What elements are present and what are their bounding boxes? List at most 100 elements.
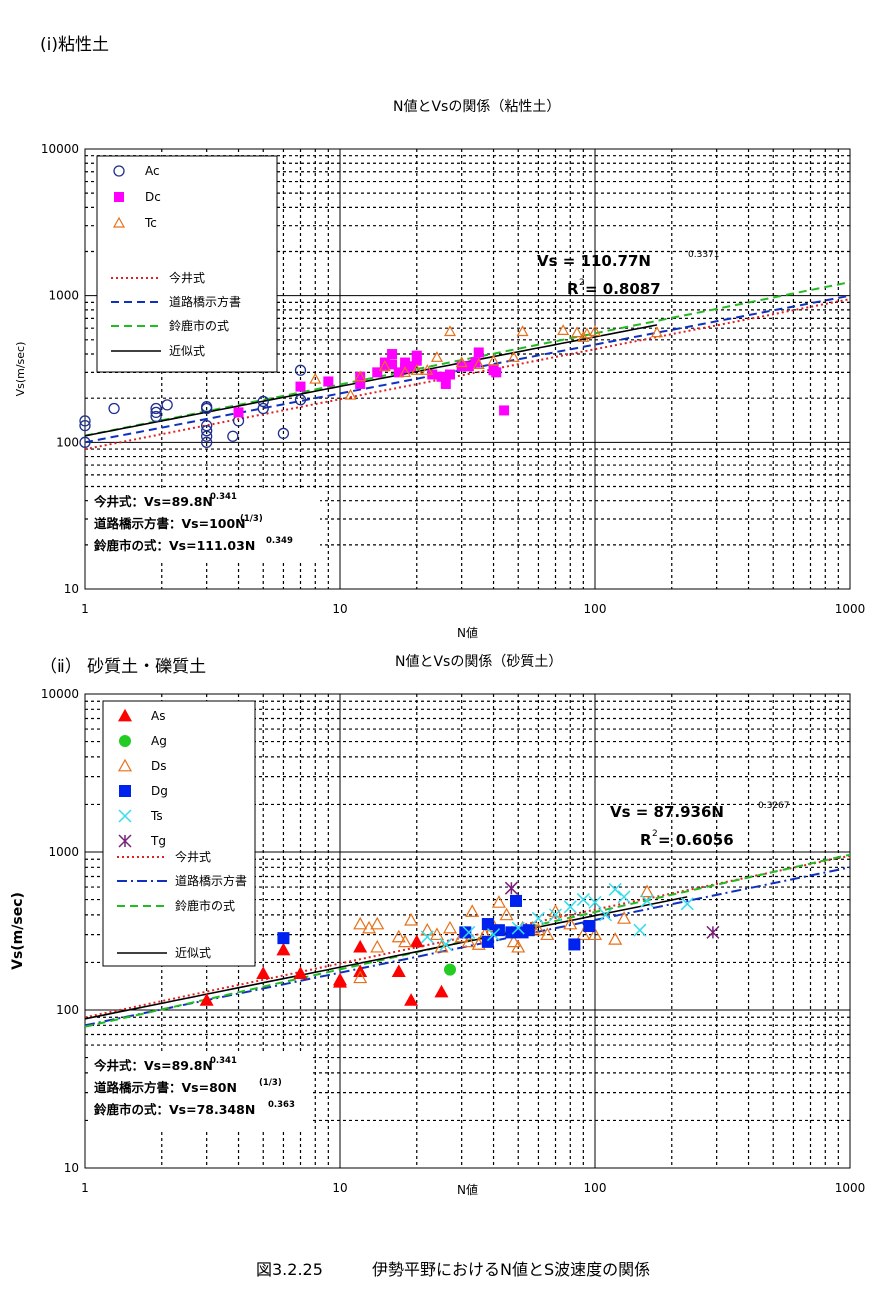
data-point (257, 402, 269, 415)
y-tick-label: 1000 (48, 845, 79, 859)
curve-近似式 (85, 324, 658, 437)
data-point (462, 925, 476, 939)
legend-label-As: As (151, 709, 165, 723)
y-tick-label: 10000 (41, 687, 79, 701)
y-axis-label: Vs(m/sec) (10, 892, 26, 970)
legend-label-今井式: 今井式 (169, 270, 205, 285)
data-point (295, 381, 306, 392)
legend-label-近似式: 近似式 (175, 946, 211, 960)
legend-marker-As (117, 708, 133, 722)
data-point (640, 894, 654, 908)
data-point (398, 934, 413, 948)
section-title-clay: (i)粘性土 (40, 35, 109, 55)
data-point (201, 425, 213, 437)
data-point (430, 351, 443, 362)
data-point (411, 350, 422, 361)
fit-exponent: 0.3267 (758, 801, 790, 811)
legend-label-Ds: Ds (151, 759, 167, 773)
data-point (442, 920, 458, 934)
series-Tg (504, 881, 720, 939)
data-point (506, 934, 521, 948)
legend-marker-Tc (112, 216, 126, 228)
data-point (378, 360, 391, 371)
data-point (199, 993, 214, 1006)
data-point (440, 378, 451, 389)
curve-近似式 (85, 896, 688, 1020)
data-point (404, 912, 419, 926)
data-point (504, 881, 518, 895)
data-point (108, 402, 120, 415)
x-tick-label: 10 (332, 602, 347, 616)
x-tick-label: 1000 (835, 602, 866, 616)
data-point (421, 364, 434, 375)
data-point (256, 966, 271, 979)
data-point (463, 361, 474, 372)
data-point (570, 326, 584, 338)
data-point (580, 327, 593, 339)
section-title-sand: （ⅱ） 砂質土・礫質土 (40, 657, 207, 677)
y-tick-label: 100 (56, 1003, 79, 1017)
data-point (294, 364, 307, 376)
data-point (201, 401, 213, 413)
legend-marker-Dg (119, 785, 131, 797)
data-point (79, 436, 91, 448)
chart-title-clay: N値とVsの関係（粘性土） (393, 99, 561, 115)
x-tick-label: 100 (584, 602, 607, 616)
data-point (706, 925, 720, 939)
data-point (353, 970, 368, 984)
data-point (640, 884, 655, 898)
x-tick-label: 1 (81, 602, 89, 616)
data-point (201, 436, 213, 448)
data-point (459, 926, 472, 939)
data-point (557, 324, 570, 335)
figure-number: 図3.2.25 (256, 1260, 323, 1279)
formula-0: 今井式：Vs=89.8N (93, 1058, 213, 1073)
data-point (387, 359, 398, 370)
data-point (491, 367, 502, 378)
data-point (576, 893, 590, 907)
series-Ag (443, 963, 456, 976)
data-point (420, 930, 434, 944)
data-point (507, 351, 520, 362)
series-Ac (79, 364, 307, 448)
x-axis-label: N値 (457, 1182, 478, 1197)
data-point (461, 934, 476, 948)
data-point (429, 927, 444, 941)
data-point (491, 895, 506, 908)
legend-label-今井式: 今井式 (175, 849, 211, 864)
r2-value: = 0.6056 (658, 831, 734, 849)
data-point (617, 890, 631, 904)
data-point (471, 937, 486, 950)
y-tick-label: 10 (64, 582, 79, 596)
data-point (608, 882, 622, 896)
series-Dg (277, 894, 596, 951)
data-point (387, 349, 398, 360)
data-point (505, 926, 518, 939)
data-point (372, 367, 383, 378)
data-point (563, 916, 578, 930)
legend-label-鈴鹿市の式: 鈴鹿市の式 (175, 898, 235, 913)
data-point (344, 388, 357, 400)
legend-marker-Ds (117, 758, 133, 772)
legend-box (96, 155, 278, 373)
data-point (531, 911, 545, 925)
legend-label-Dc: Dc (145, 190, 161, 204)
formula-2: 鈴鹿市の式：Vs=111.03N (94, 538, 255, 553)
data-point (563, 900, 577, 914)
legend-label-Ac: Ac (145, 164, 160, 178)
data-point (680, 897, 694, 911)
data-point (510, 894, 522, 907)
y-tick-label: 10000 (41, 142, 79, 156)
y-tick-label: 10 (64, 1161, 79, 1175)
legend-marker-Ac (113, 165, 125, 177)
data-point (353, 939, 368, 953)
data-point (332, 972, 348, 986)
data-point (79, 415, 91, 427)
data-point (323, 376, 334, 387)
data-point (531, 922, 546, 936)
data-point (276, 942, 291, 956)
data-point (472, 358, 485, 369)
data-point (391, 929, 406, 943)
y-tick-label: 100 (56, 435, 79, 449)
plot-frame (84, 693, 851, 1169)
